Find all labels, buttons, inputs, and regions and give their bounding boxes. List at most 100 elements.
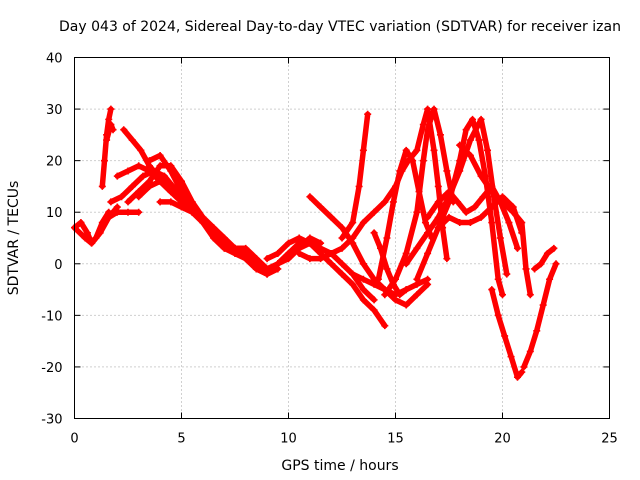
- data-point-marker: [477, 172, 485, 180]
- x-tick-label: 0: [70, 432, 78, 447]
- x-tick-label: 15: [387, 432, 404, 447]
- data-point-marker: [421, 219, 429, 227]
- data-point-marker: [178, 203, 185, 211]
- x-tick-label: 20: [494, 432, 511, 447]
- data-point-marker: [484, 146, 492, 154]
- data-point-marker: [83, 229, 91, 237]
- data-point-marker: [96, 229, 104, 237]
- series-track: [146, 152, 281, 277]
- data-point-marker: [424, 229, 432, 237]
- data-point-marker: [370, 296, 378, 304]
- data-point-marker: [156, 162, 164, 170]
- data-point-marker: [359, 219, 367, 227]
- series-track: [371, 230, 409, 298]
- data-point-marker: [466, 151, 474, 159]
- data-point-marker: [156, 198, 164, 206]
- data-point-marker: [424, 213, 432, 221]
- data-point-marker: [252, 265, 260, 273]
- series-track: [521, 261, 559, 370]
- data-point-marker: [430, 105, 438, 113]
- data-point-marker: [156, 177, 164, 185]
- data-point-marker: [443, 255, 451, 263]
- data-point-marker: [402, 260, 410, 268]
- data-point-marker: [274, 249, 282, 257]
- data-point-marker: [488, 286, 496, 294]
- data-point-marker: [501, 332, 509, 340]
- data-point-marker: [370, 280, 378, 288]
- data-point-marker: [359, 260, 367, 268]
- data-point-marker: [338, 244, 346, 252]
- series-track: [489, 286, 525, 380]
- series-arc-11: [145, 151, 282, 278]
- data-point-marker: [306, 193, 314, 201]
- data-point-marker: [526, 347, 534, 355]
- data-point-marker: [359, 146, 367, 154]
- data-point-marker: [413, 244, 421, 252]
- data-point-marker: [359, 286, 367, 294]
- data-point-marker: [285, 239, 292, 247]
- data-point-marker: [402, 249, 410, 257]
- data-point-marker: [505, 219, 513, 227]
- data-point-marker: [392, 275, 399, 283]
- data-point-marker: [107, 121, 115, 129]
- data-point-marker: [503, 270, 511, 278]
- data-point-marker: [295, 234, 303, 242]
- data-point-marker: [381, 291, 389, 299]
- data-point-marker: [327, 213, 335, 221]
- data-point-marker: [383, 234, 391, 242]
- data-point-marker: [128, 136, 136, 144]
- data-point-marker: [252, 255, 260, 263]
- data-point-marker: [424, 280, 432, 288]
- data-point-marker: [413, 275, 421, 283]
- data-point-marker: [522, 265, 530, 273]
- data-point-marker: [231, 244, 239, 252]
- data-point-marker: [210, 229, 218, 237]
- data-point-marker: [139, 172, 147, 180]
- data-point-marker: [107, 198, 115, 206]
- data-point-marker: [359, 296, 367, 304]
- data-point-marker: [546, 275, 554, 283]
- series-track: [382, 106, 457, 298]
- data-point-marker: [469, 115, 477, 123]
- series-track: [103, 121, 116, 143]
- series-track: [392, 106, 450, 262]
- data-point-marker: [242, 255, 250, 263]
- data-point-marker: [370, 208, 378, 216]
- series-track: [105, 209, 142, 221]
- data-point-marker: [124, 208, 132, 216]
- y-tick-label: 10: [46, 206, 63, 221]
- y-tick-label: 20: [46, 155, 63, 170]
- data-point-marker: [124, 167, 132, 175]
- data-point-marker: [496, 234, 504, 242]
- data-point-marker: [145, 182, 153, 190]
- data-point-marker: [537, 260, 545, 268]
- data-point-marker: [160, 172, 168, 180]
- data-point-marker: [178, 188, 185, 196]
- series-arc-30: [531, 244, 558, 273]
- data-point-marker: [137, 146, 145, 154]
- data-point-marker: [98, 182, 106, 190]
- series-track: [99, 106, 114, 190]
- data-point-marker: [494, 311, 502, 319]
- data-point-marker: [107, 105, 115, 113]
- data-point-marker: [507, 353, 515, 361]
- data-point-marker: [295, 249, 303, 257]
- data-point-marker: [263, 265, 271, 273]
- data-point-marker: [424, 249, 432, 257]
- y-tick-label: 40: [46, 52, 63, 67]
- data-series: [71, 105, 560, 381]
- y-axis-label: SDTVAR / TECUs: [6, 181, 22, 296]
- y-tick-label: -30: [41, 413, 62, 428]
- data-point-marker: [539, 301, 547, 309]
- data-point-marker: [338, 224, 346, 232]
- data-point-marker: [199, 213, 207, 221]
- data-point-marker: [317, 203, 325, 211]
- series-track: [296, 183, 399, 262]
- data-point-marker: [135, 193, 143, 201]
- data-point-marker: [419, 121, 427, 129]
- data-point-marker: [120, 126, 128, 134]
- data-point-marker: [167, 188, 175, 196]
- data-point-marker: [118, 193, 126, 201]
- data-point-marker: [306, 255, 314, 263]
